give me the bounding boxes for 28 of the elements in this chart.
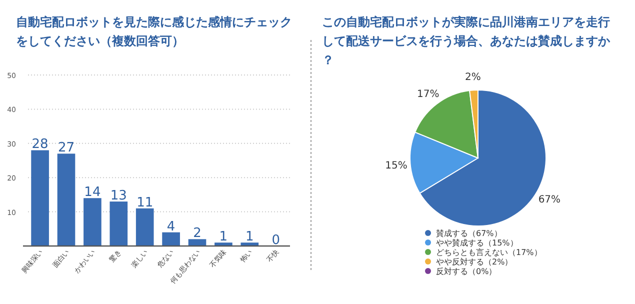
data-label: 14 <box>84 185 101 200</box>
legend-label: やや賛成する（15%） <box>436 238 518 248</box>
data-label: 2% <box>464 72 481 84</box>
legend-label: どちらとも言えない（17%） <box>436 248 542 257</box>
data-label: 27 <box>58 140 75 156</box>
legend-label: やや反対する（2%） <box>436 258 513 266</box>
bar <box>31 150 49 246</box>
bar <box>162 232 180 246</box>
chart-title: 自動宅配ロボットを見た際に感じた感情にチェックをしてください（複数回答可） <box>16 15 292 48</box>
bar <box>57 154 76 246</box>
data-label: 17% <box>417 88 440 100</box>
data-label: 4 <box>166 219 176 234</box>
data-label: 28 <box>32 137 48 152</box>
data-label: 2 <box>193 226 202 242</box>
bar <box>188 239 206 246</box>
chart-title: この自動宅配ロボットが実際に品川港南エリアを走行して配送サービスを行う場合、あなたは賛成しますか？ <box>322 15 611 67</box>
legend-label: 反対する（0%） <box>436 267 497 276</box>
data-label: 1 <box>246 230 254 245</box>
data-label: 13 <box>110 188 127 204</box>
legend-label: 賛成する（67%） <box>436 229 502 238</box>
data-label: 11 <box>136 195 154 210</box>
data-label: 0 <box>272 233 280 248</box>
bar <box>136 208 154 246</box>
bar <box>84 198 102 246</box>
bar <box>110 202 128 246</box>
data-label: 67% <box>538 194 561 206</box>
data-label: 15% <box>385 160 408 172</box>
data-label: 1 <box>219 230 228 245</box>
